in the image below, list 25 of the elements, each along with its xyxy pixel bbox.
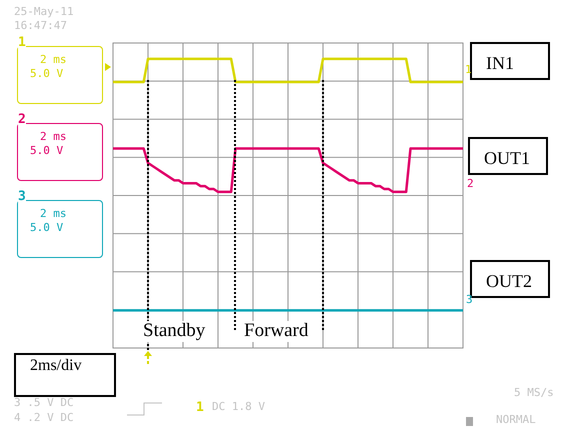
text: 5 MS/s bbox=[514, 386, 554, 400]
text: 5.0 V bbox=[30, 67, 64, 80]
text: 1 bbox=[196, 400, 204, 416]
series-label: OUT2 bbox=[486, 271, 532, 291]
series-label: IN1 bbox=[470, 42, 550, 80]
text: 16:47:47 bbox=[14, 19, 67, 32]
text: 3 .5 V DC bbox=[14, 396, 74, 410]
text: 4 .2 V DC bbox=[14, 411, 74, 424]
text: DC 1.8 V bbox=[212, 400, 265, 414]
text: 5.0 V bbox=[30, 144, 64, 158]
text: 3 bbox=[18, 189, 26, 204]
text: NORMAL bbox=[496, 413, 536, 426]
text: 3 bbox=[466, 293, 473, 306]
annotation: Standby bbox=[141, 320, 208, 342]
series-label: OUT1 bbox=[468, 137, 548, 175]
annotation: Forward bbox=[242, 320, 310, 342]
text: 2 bbox=[467, 177, 474, 190]
text: 25-May-11 bbox=[14, 5, 74, 18]
text: 2 ms bbox=[40, 130, 66, 144]
text: 1 bbox=[18, 35, 26, 50]
text: 2 ms bbox=[40, 207, 66, 220]
text: 2ms/div bbox=[30, 357, 82, 375]
text: 5.0 V bbox=[30, 221, 64, 234]
text: 2 ms bbox=[40, 53, 66, 66]
text: 2 bbox=[18, 112, 26, 128]
